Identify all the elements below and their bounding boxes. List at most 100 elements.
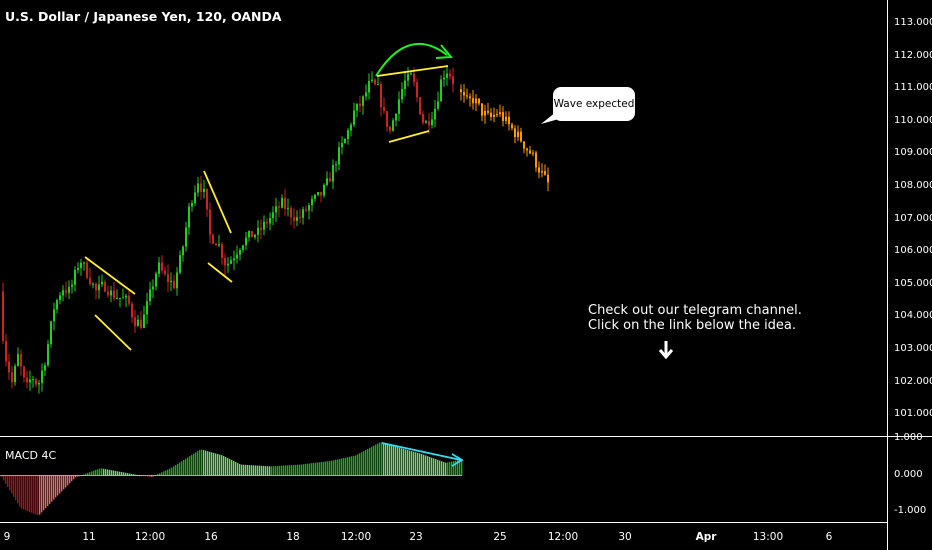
macd-bar xyxy=(367,448,369,476)
macd-bar xyxy=(341,458,343,476)
price-candle xyxy=(338,147,340,165)
price-candle xyxy=(299,217,301,219)
macd-bar xyxy=(231,459,233,476)
macd-bar xyxy=(1,475,3,478)
price-candle xyxy=(167,274,169,283)
macd-bar xyxy=(233,461,235,476)
price-candle xyxy=(176,272,178,289)
macd-bar xyxy=(339,458,341,476)
macd-bar xyxy=(153,475,155,477)
price-candle xyxy=(311,198,313,206)
price-candle xyxy=(407,74,409,81)
macd-histogram xyxy=(1,442,463,516)
time-tick-label: 30 xyxy=(618,531,632,543)
macd-bar xyxy=(101,468,103,476)
macd-bar xyxy=(287,465,289,476)
price-candle xyxy=(32,379,34,381)
price-candle xyxy=(404,80,406,90)
macd-bar xyxy=(149,475,151,478)
macd-bar xyxy=(127,473,129,476)
macd-bar xyxy=(179,462,181,476)
macd-bar xyxy=(437,459,439,476)
macd-bar xyxy=(275,466,277,476)
macd-bar xyxy=(125,472,127,476)
macd-bar xyxy=(143,475,145,477)
macd-bar xyxy=(311,463,313,476)
macd-bar xyxy=(279,465,281,476)
price-candle xyxy=(419,97,421,115)
macd-bar xyxy=(425,455,427,476)
time-tick-label: 6 xyxy=(825,531,833,543)
price-candle xyxy=(233,258,235,261)
price-candle xyxy=(62,290,64,296)
macd-bar xyxy=(369,447,371,476)
macd-bar xyxy=(283,465,285,476)
price-candle xyxy=(428,121,430,126)
projection-candle xyxy=(475,98,477,104)
price-candle xyxy=(284,197,286,209)
macd-bar xyxy=(227,457,229,476)
macd-bar xyxy=(433,458,435,476)
macd-bar xyxy=(455,460,457,476)
price-candle xyxy=(257,227,259,235)
macd-bar xyxy=(313,462,315,476)
macd-bar xyxy=(325,461,327,476)
projection-candle xyxy=(508,116,510,125)
macd-bar xyxy=(295,464,297,476)
price-candle xyxy=(401,89,403,100)
price-candle xyxy=(170,280,172,283)
price-candle xyxy=(422,114,424,123)
price-candle xyxy=(326,178,328,185)
price-candle xyxy=(80,262,82,269)
macd-bar xyxy=(297,464,299,476)
macd-bar xyxy=(115,470,117,476)
macd-indicator-label[interactable]: MACD 4C xyxy=(5,449,57,462)
price-candle xyxy=(44,365,46,371)
macd-bar xyxy=(349,456,351,476)
price-candle xyxy=(200,183,202,192)
macd-bar xyxy=(303,464,305,476)
drawing-annotations xyxy=(84,42,566,467)
price-candle xyxy=(194,192,196,204)
price-candle xyxy=(245,237,247,246)
projection-candle xyxy=(535,152,537,168)
projection-series xyxy=(460,84,549,192)
macd-bar xyxy=(67,475,69,486)
macd-bar xyxy=(47,475,49,506)
price-candle xyxy=(317,191,319,195)
macd-bar xyxy=(363,451,365,476)
macd-bar xyxy=(211,452,213,476)
price-candle xyxy=(308,205,310,211)
macd-bar xyxy=(171,467,173,476)
price-candle xyxy=(239,249,241,255)
price-candle xyxy=(17,354,19,366)
projection-candle xyxy=(547,174,549,183)
macd-tick-label: 1.000 xyxy=(894,432,923,443)
price-candle xyxy=(140,319,142,328)
projection-candle xyxy=(472,98,474,104)
flag-line-1a xyxy=(84,256,136,295)
macd-bar xyxy=(175,465,177,476)
price-candle xyxy=(122,297,124,299)
macd-bar xyxy=(461,459,463,476)
projection-candle xyxy=(523,141,525,149)
macd-bar xyxy=(447,462,449,476)
macd-bar xyxy=(357,454,359,476)
projection-candle xyxy=(538,167,540,173)
macd-bar xyxy=(277,465,279,476)
macd-bar xyxy=(407,450,409,476)
price-candle xyxy=(416,82,418,98)
macd-bar xyxy=(375,444,377,476)
macd-bar xyxy=(347,457,349,476)
macd-bar xyxy=(413,451,415,476)
macd-bar xyxy=(181,461,183,476)
projection-candle xyxy=(532,152,534,154)
macd-bar xyxy=(37,475,39,516)
price-candle xyxy=(272,212,274,219)
macd-bar xyxy=(13,475,15,497)
macd-bar xyxy=(177,463,179,476)
macd-bar xyxy=(87,472,89,476)
price-candle xyxy=(164,270,166,275)
price-candle xyxy=(296,217,298,221)
